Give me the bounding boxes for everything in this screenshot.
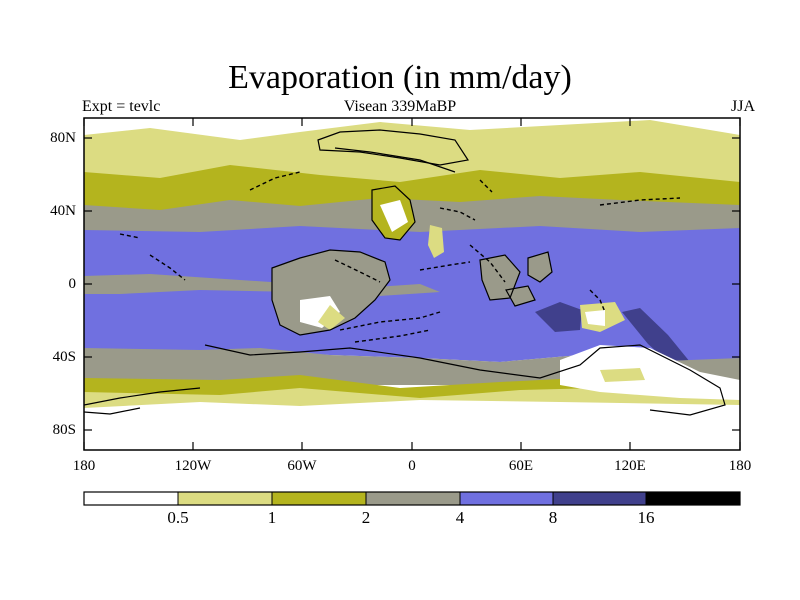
lat-label: 40S [52, 349, 76, 365]
experiment-label: Expt = tevlc [82, 98, 161, 115]
colorbar-label: 4 [455, 508, 465, 527]
colorbar [83, 491, 741, 506]
colorbar-label: 16 [637, 508, 655, 527]
lon-label: 180 [72, 458, 96, 474]
paleo-shorelines [119, 171, 681, 343]
evaporation-field [84, 118, 740, 450]
colorbar-swatch [553, 492, 646, 505]
lon-label: 120W [174, 458, 212, 474]
map-title: Evaporation (in mm/day) [228, 59, 572, 96]
lon-label: 0 [408, 458, 416, 474]
colorbar-label: 2 [361, 508, 371, 527]
coastlines [84, 129, 726, 416]
axis-ticks [83, 118, 741, 450]
season-label: JJA [730, 98, 755, 115]
lon-label: 180 [728, 458, 752, 474]
colorbar-swatch [460, 492, 553, 505]
colorbar-label: 0.5 [167, 508, 189, 527]
lat-label: 80N [50, 130, 76, 146]
lon-label: 120E [614, 458, 646, 474]
lon-label: 60E [508, 458, 534, 474]
colorbar-swatch [272, 492, 366, 505]
lon-label: 60W [287, 458, 317, 474]
colorbar-label: 1 [267, 508, 277, 527]
colorbar-swatch [84, 492, 178, 505]
lat-label: 0 [68, 276, 77, 292]
colorbar-label: 8 [548, 508, 558, 527]
period-label: Visean 339MaBP [343, 98, 457, 115]
colorbar-swatch [178, 492, 272, 505]
colorbar-swatch [646, 492, 740, 505]
colorbar-swatch [366, 492, 460, 505]
lat-label: 40N [50, 203, 76, 219]
lat-label: 80S [52, 422, 76, 438]
